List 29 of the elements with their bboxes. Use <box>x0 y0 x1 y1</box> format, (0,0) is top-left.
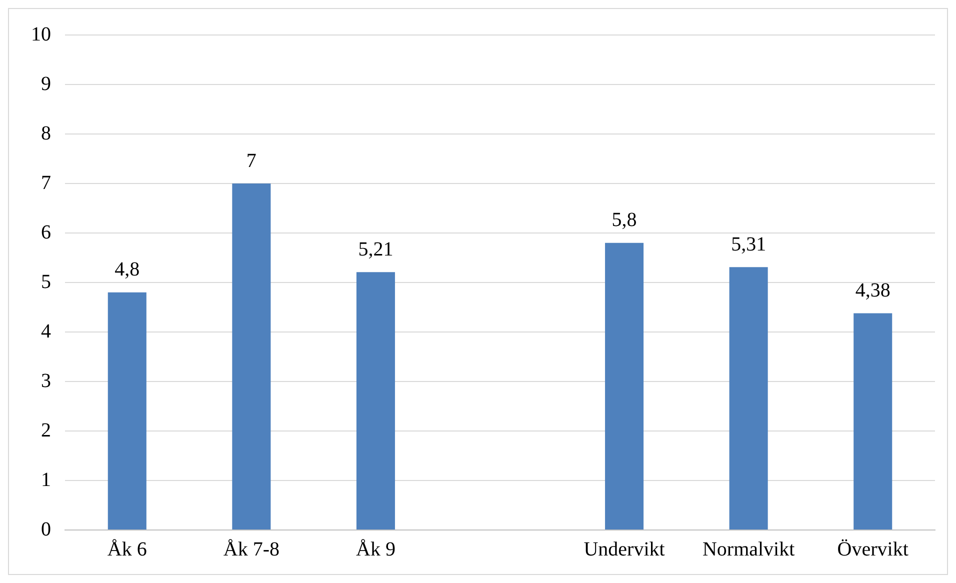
x-tick-label: Undervikt <box>584 538 666 560</box>
y-tick-label: 4 <box>41 320 51 342</box>
x-tick-label: Åk 6 <box>107 538 147 560</box>
x-tick-label: Normalvikt <box>702 538 796 560</box>
bar <box>232 184 271 530</box>
data-label: 4,8 <box>114 258 140 281</box>
y-tick-label: 7 <box>41 172 51 194</box>
y-tick-label: 9 <box>41 72 51 95</box>
data-label: 5,21 <box>358 238 394 260</box>
x-tick-label: Övervikt <box>837 538 909 560</box>
x-tick-label: Åk 9 <box>356 538 396 560</box>
data-label: 5,31 <box>731 233 766 256</box>
bar <box>605 242 644 530</box>
bar <box>854 313 892 530</box>
bar <box>108 292 146 530</box>
data-label: 5,8 <box>612 209 637 232</box>
y-tick-label: 8 <box>41 122 51 144</box>
x-tick-label: Åk 7-8 <box>223 538 280 560</box>
data-label: 7 <box>246 150 256 172</box>
y-tick-label: 2 <box>41 419 51 442</box>
data-label: 4,38 <box>855 279 890 302</box>
bar <box>356 272 395 530</box>
y-tick-label: 5 <box>41 270 51 293</box>
y-tick-label: 1 <box>41 468 51 491</box>
bar <box>729 267 768 530</box>
y-tick-label: 3 <box>41 370 51 392</box>
y-tick-label: 0 <box>41 518 51 540</box>
y-tick-label: 6 <box>41 221 51 244</box>
y-tick-label: 10 <box>31 23 51 46</box>
